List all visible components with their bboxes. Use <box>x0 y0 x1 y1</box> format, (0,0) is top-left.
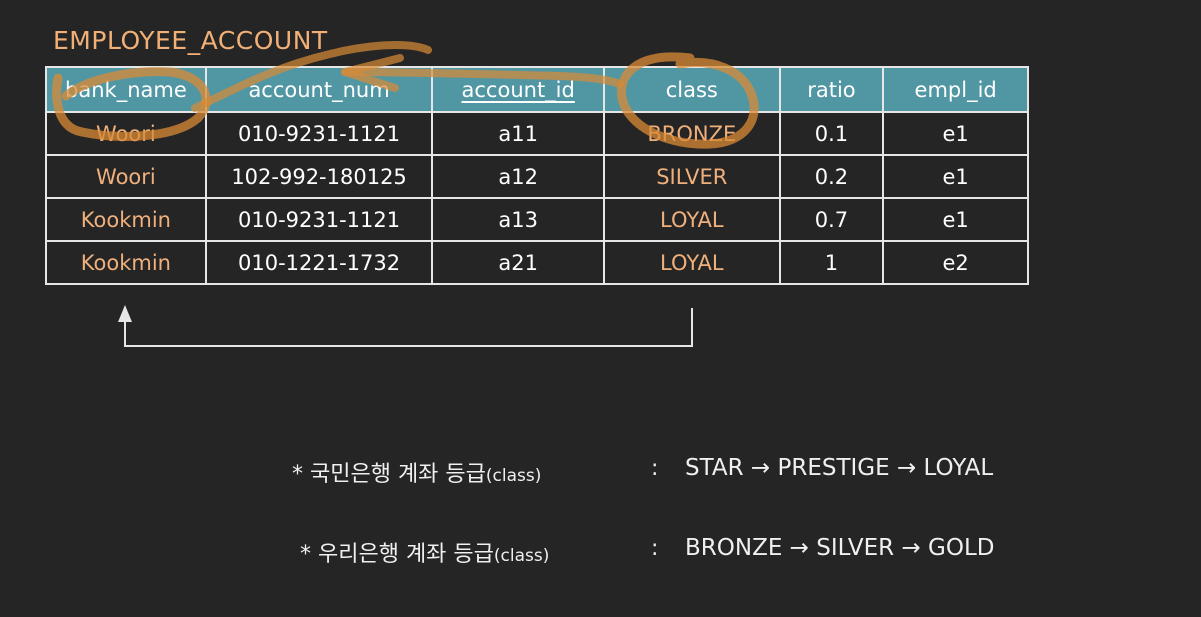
table-row: Woori 102-992-180125 a12 SILVER 0.2 e1 <box>45 154 1029 199</box>
cell-ratio: 0.2 <box>778 154 885 199</box>
kookmin-note-colon: : <box>651 456 659 481</box>
kookmin-note-label: * 국민은행 계좌 등급 <box>292 462 486 487</box>
table-title: EMPLOYEE_ACCOUNT <box>53 26 328 55</box>
header-account-num: account_num <box>204 66 434 113</box>
cell-empl-id: e1 <box>882 154 1029 199</box>
cell-bank-name: Kookmin <box>45 240 207 285</box>
class-to-bank-bracket <box>124 308 693 347</box>
cell-class: SILVER <box>603 154 781 199</box>
woori-class-sequence: BRONZE → SILVER → GOLD <box>685 535 995 561</box>
cell-bank-name: Kookmin <box>45 197 207 242</box>
table-row: Kookmin 010-1221-1732 a21 LOYAL 1 e2 <box>45 240 1029 285</box>
header-class: class <box>603 66 781 113</box>
header-account-id: account_id <box>431 66 606 113</box>
cell-class: LOYAL <box>603 240 781 285</box>
cell-bank-name: Woori <box>45 111 207 156</box>
kookmin-note-paren: (class) <box>485 466 542 486</box>
header-row: bank_name account_num account_id class r… <box>45 66 1029 113</box>
kookmin-class-note: * 국민은행 계좌 등급(class) <box>292 456 541 488</box>
header-bank-name: bank_name <box>45 66 207 113</box>
woori-note-colon: : <box>651 536 659 561</box>
cell-class: BRONZE <box>603 111 781 156</box>
woori-class-note: * 우리은행 계좌 등급(class) <box>300 536 549 568</box>
header-empl-id: empl_id <box>882 66 1029 113</box>
cell-empl-id: e1 <box>882 197 1029 242</box>
table-row: Kookmin 010-9231-1121 a13 LOYAL 0.7 e1 <box>45 197 1029 242</box>
cell-account-num: 010-9231-1121 <box>204 197 434 242</box>
woori-note-paren: (class) <box>493 546 550 566</box>
cell-account-id: a11 <box>431 111 606 156</box>
cell-bank-name: Woori <box>45 154 207 199</box>
cell-account-id: a13 <box>431 197 606 242</box>
cell-empl-id: e2 <box>882 240 1029 285</box>
header-ratio: ratio <box>778 66 885 113</box>
kookmin-class-sequence: STAR → PRESTIGE → LOYAL <box>685 455 994 481</box>
cell-account-num: 010-1221-1732 <box>204 240 434 285</box>
cell-ratio: 0.1 <box>778 111 885 156</box>
cell-account-id: a12 <box>431 154 606 199</box>
woori-note-label: * 우리은행 계좌 등급 <box>300 542 494 567</box>
cell-account-num: 102-992-180125 <box>204 154 434 199</box>
cell-ratio: 1 <box>778 240 885 285</box>
cell-ratio: 0.7 <box>778 197 885 242</box>
cell-account-num: 010-9231-1121 <box>204 111 434 156</box>
cell-account-id: a21 <box>431 240 606 285</box>
bracket-arrowhead <box>118 305 132 322</box>
cell-class: LOYAL <box>603 197 781 242</box>
employee-account-table: bank_name account_num account_id class r… <box>45 66 1029 285</box>
cell-empl-id: e1 <box>882 111 1029 156</box>
table-row: Woori 010-9231-1121 a11 BRONZE 0.1 e1 <box>45 111 1029 156</box>
